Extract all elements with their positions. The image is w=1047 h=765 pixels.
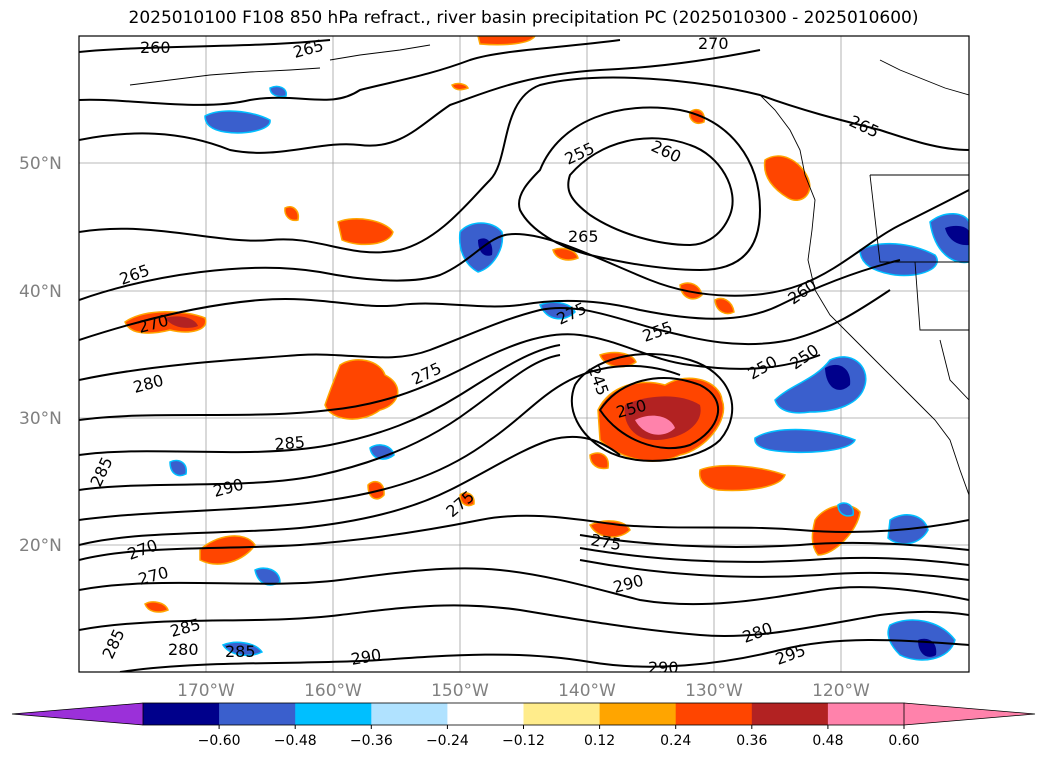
contour-label: 265 bbox=[568, 227, 599, 246]
contour-label: 285 bbox=[274, 432, 306, 454]
colorbar-bin bbox=[447, 703, 524, 725]
colorbar-bin bbox=[371, 703, 448, 725]
colorbar-extend-high bbox=[904, 703, 1035, 725]
colorbar-tick-label: 0.12 bbox=[584, 733, 615, 749]
map-frame bbox=[78, 35, 970, 673]
contour-label: 260 bbox=[140, 38, 171, 57]
map-title: 2025010100 F108 850 hPa refract., river … bbox=[128, 8, 919, 28]
colorbar-tick-label: 0.24 bbox=[660, 733, 691, 749]
map-background bbox=[79, 36, 969, 672]
contour-label: 285 bbox=[225, 642, 256, 661]
colorbar-bin bbox=[675, 703, 753, 725]
colorbar-tick-label: −0.48 bbox=[274, 733, 317, 749]
refractivity-contours bbox=[79, 39, 969, 672]
colorbar-bin bbox=[599, 703, 677, 725]
colorbar-bin bbox=[295, 703, 372, 725]
contour-label: 270 bbox=[698, 34, 729, 53]
contour-label: 280 bbox=[168, 640, 199, 659]
lat-label: 20°N bbox=[19, 536, 62, 556]
colorbar-tick-label: −0.24 bbox=[426, 733, 469, 749]
colorbar-bin bbox=[827, 703, 905, 725]
colorbar-bin bbox=[751, 703, 829, 725]
colorbar-tick-label: −0.12 bbox=[502, 733, 545, 749]
colorbar-extend-low bbox=[12, 703, 143, 725]
colorbar-tick-label: 0.36 bbox=[736, 733, 767, 749]
coastlines bbox=[129, 44, 969, 496]
colorbar-tick-label: 0.60 bbox=[888, 733, 919, 749]
colorbar-tick-label: 0.48 bbox=[812, 733, 843, 749]
lon-label: 170°W bbox=[177, 681, 235, 701]
longitude-labels: 170°W 160°W 150°W 140°W 130°W 120°W bbox=[177, 681, 870, 701]
colorbar-bin bbox=[523, 703, 601, 725]
colorbar: −0.60 −0.48 −0.36 −0.24 −0.12 0.12 0.24 0.36 0.4… bbox=[11, 702, 1036, 749]
lon-label: 150°W bbox=[431, 681, 489, 701]
colorbar-bin bbox=[219, 703, 296, 725]
latitude-labels: 50°N 40°N 30°N 20°N bbox=[19, 154, 62, 556]
colorbar-tick-label: −0.60 bbox=[198, 733, 241, 749]
colorbar-tick-label: −0.36 bbox=[350, 733, 393, 749]
lon-label: 140°W bbox=[558, 681, 616, 701]
lon-label: 160°W bbox=[304, 681, 362, 701]
lon-label: 130°W bbox=[685, 681, 743, 701]
lat-label: 30°N bbox=[19, 409, 62, 429]
lon-label: 120°W bbox=[812, 681, 870, 701]
precip-shading bbox=[124, 36, 969, 661]
colorbar-bin bbox=[143, 703, 220, 725]
contour-label: 290 bbox=[648, 658, 679, 677]
lat-label: 40°N bbox=[19, 282, 62, 302]
lat-label: 50°N bbox=[19, 154, 62, 174]
